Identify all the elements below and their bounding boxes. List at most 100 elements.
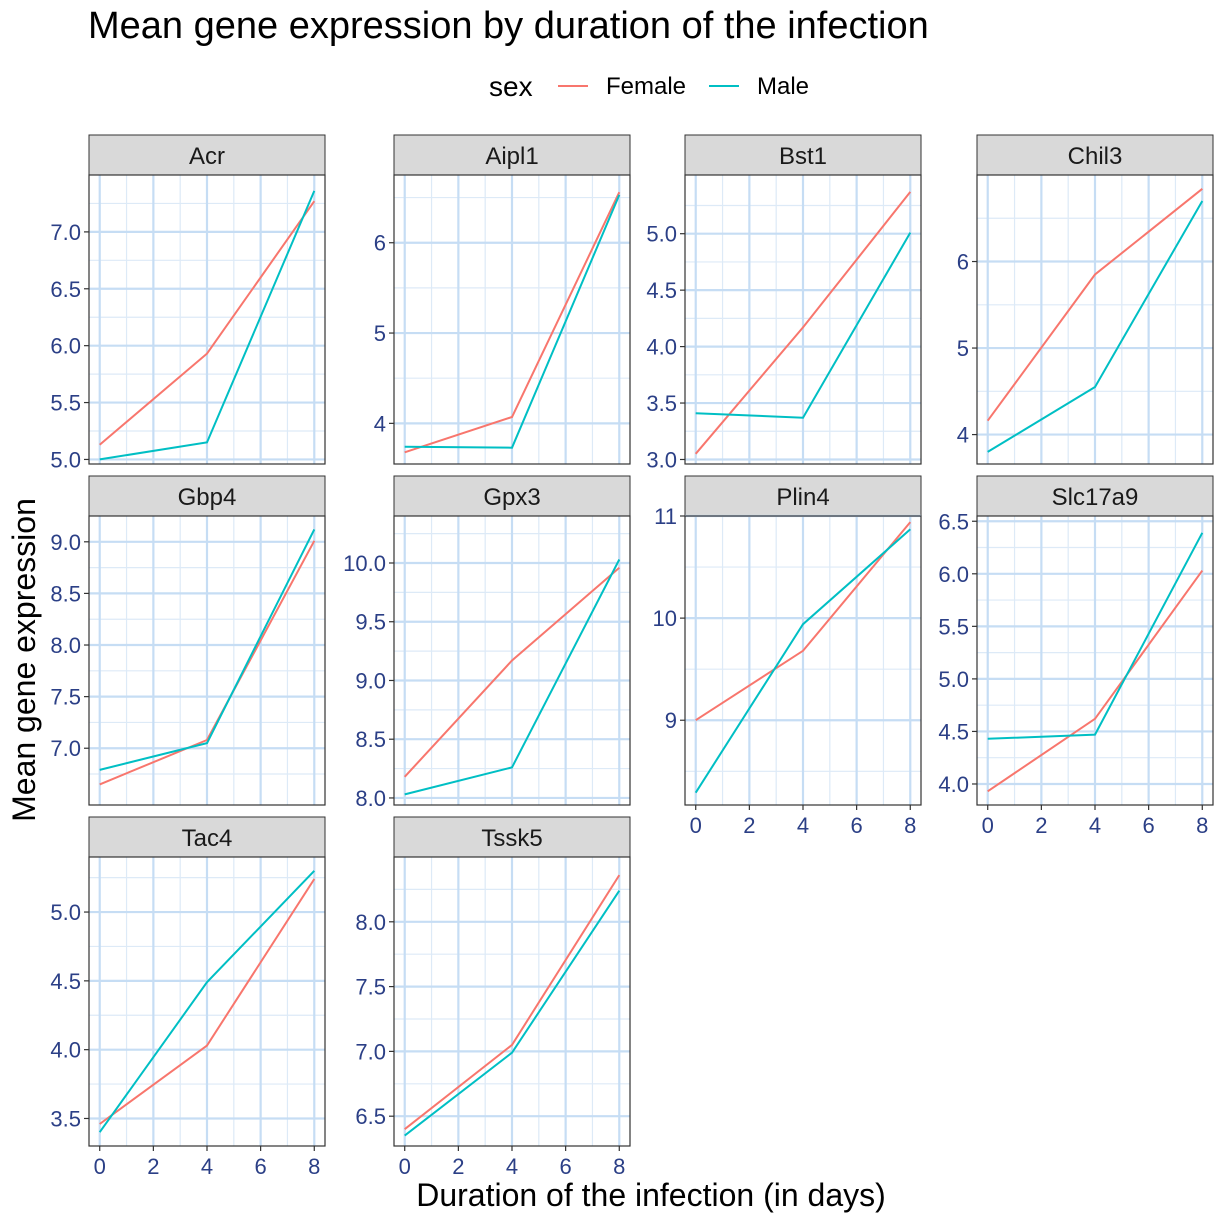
series-line-male	[99, 528, 316, 771]
strip-label: Chil3	[1068, 143, 1123, 170]
series-line-female	[694, 191, 912, 455]
y-tick-label: 4.0	[938, 772, 969, 797]
y-tick-label: 11	[654, 504, 677, 529]
y-tick-label: 4	[374, 411, 386, 436]
y-tick-label: 7.5	[355, 975, 386, 1000]
panel-tssk5: Tssk5 6.5 7.0 7.5 8.0 0 2 4 6 8	[355, 816, 631, 1179]
strip-background	[684, 475, 922, 517]
y-tick-label: 3.5	[50, 1106, 81, 1131]
y-tick-label: 8.0	[355, 786, 386, 811]
y-tick-label: 3.0	[646, 447, 677, 472]
y-tick-label: 6	[957, 250, 969, 275]
y-tick-label: 4.5	[938, 719, 969, 744]
y-tick-label: 4.5	[50, 969, 81, 994]
strip-label: Gbp4	[178, 484, 237, 511]
strip-label: Slc17a9	[1052, 484, 1139, 511]
x-tick-label: 6	[560, 1154, 572, 1179]
panel-plin4: Plin4 9 10 11 0 2 4 6 8	[653, 475, 922, 838]
y-tick-label: 9.0	[50, 530, 81, 555]
y-axis-title: Mean gene expression	[6, 498, 42, 822]
panel-border	[88, 174, 326, 465]
series-line-male	[98, 870, 316, 1133]
panel-bst1: Bst1 3.0 3.5 4.0 4.5 5.0	[646, 134, 922, 472]
panel-border	[88, 515, 326, 806]
y-tick-label: 9.5	[355, 610, 386, 635]
series-line-male	[695, 232, 912, 419]
y-tick-label: 5.0	[50, 447, 81, 472]
strip-label: Acr	[189, 143, 225, 170]
panel-gpx3: Gpx3 8.0 8.5 9.0 9.5 10.0	[343, 475, 631, 811]
x-tick-label: 0	[399, 1154, 411, 1179]
y-tick-label: 5	[957, 336, 969, 361]
strip-label: Aipl1	[485, 143, 538, 170]
y-tick-label: 7.0	[50, 220, 81, 245]
series-line-male	[99, 190, 316, 461]
y-tick-label: 5.5	[938, 614, 969, 639]
x-tick-label: 2	[743, 813, 755, 838]
y-tick-label: 4	[957, 423, 969, 448]
series-line-male	[987, 200, 1204, 453]
x-tick-label: 0	[690, 813, 702, 838]
panel-slc17a9: Slc17a9 4.0 4.5 5.0 5.5 6.0 6.5 0 2 4 6 8	[938, 475, 1214, 838]
x-tick-label: 0	[982, 813, 994, 838]
y-tick-label: 8.5	[50, 581, 81, 606]
y-tick-label: 6.5	[50, 277, 81, 302]
series-line-female	[99, 200, 316, 446]
y-tick-label: 4.5	[646, 278, 677, 303]
series-line-male	[404, 559, 621, 796]
y-tick-label: 8.0	[355, 910, 386, 935]
y-tick-label: 9.0	[355, 668, 386, 693]
y-tick-label: 6.0	[938, 562, 969, 587]
strip-label: Tac4	[182, 825, 233, 852]
x-tick-label: 8	[1196, 813, 1208, 838]
series-line-female	[695, 521, 912, 722]
series-line-male	[987, 532, 1204, 740]
y-tick-label: 8.5	[355, 727, 386, 752]
series-line-female	[986, 188, 1203, 422]
x-tick-label: 0	[94, 1154, 106, 1179]
strip-background	[684, 134, 922, 176]
legend-title: sex	[489, 71, 533, 102]
y-tick-label: 7.0	[50, 736, 81, 761]
x-tick-label: 4	[201, 1154, 213, 1179]
y-tick-label: 6.5	[355, 1104, 386, 1129]
series-line-female	[99, 540, 316, 786]
panel-border	[976, 174, 1214, 465]
y-tick-label: 6.0	[50, 334, 81, 359]
panel-border	[393, 174, 631, 465]
y-tick-label: 7.5	[50, 685, 81, 710]
y-tick-label: 9	[665, 708, 677, 733]
series-line-female	[404, 874, 621, 1130]
x-tick-label: 6	[1143, 813, 1155, 838]
series-line-male	[404, 890, 621, 1137]
series-line-female	[404, 191, 621, 454]
x-tick-label: 4	[797, 813, 809, 838]
x-tick-label: 2	[452, 1154, 464, 1179]
legend: sex Female Male	[489, 71, 809, 102]
y-tick-label: 5.0	[938, 667, 969, 692]
panel-gbp4: Gbp4 7.0 7.5 8.0 8.5 9.0	[50, 475, 326, 806]
panel-acr: Acr 5.0 5.5 6.0 6.5 7.0	[50, 134, 326, 472]
strip-background	[393, 816, 631, 858]
series-line-female	[987, 570, 1204, 793]
y-tick-label: 5.0	[646, 222, 677, 247]
strip-background	[976, 475, 1214, 517]
y-tick-label: 4.0	[646, 335, 677, 360]
y-tick-label: 10	[653, 606, 677, 631]
x-tick-label: 2	[1035, 813, 1047, 838]
x-tick-label: 2	[147, 1154, 159, 1179]
panel-tac4: Tac4 3.5 4.0 4.5 5.0 0 2 4 6 8	[50, 816, 326, 1179]
panel-chil3: Chil3 4 5 6	[957, 134, 1214, 465]
chart-title: Mean gene expression by duration of the …	[88, 5, 929, 47]
series-line-female	[99, 878, 316, 1125]
x-tick-label: 8	[613, 1154, 625, 1179]
y-tick-label: 4.0	[50, 1038, 81, 1063]
x-tick-label: 8	[904, 813, 916, 838]
x-tick-label: 4	[1089, 813, 1101, 838]
x-axis-title: Duration of the infection (in days)	[416, 1177, 886, 1213]
x-tick-label: 6	[255, 1154, 267, 1179]
strip-label: Gpx3	[483, 484, 540, 511]
y-tick-label: 5.0	[50, 900, 81, 925]
strip-background	[393, 475, 631, 517]
